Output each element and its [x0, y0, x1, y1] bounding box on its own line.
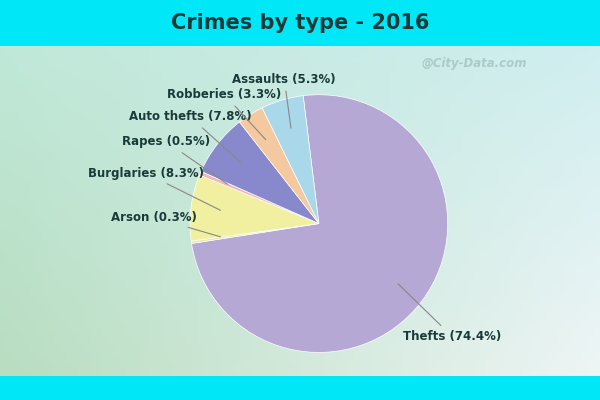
Text: Assaults (5.3%): Assaults (5.3%)	[232, 72, 336, 128]
Text: Crimes by type - 2016: Crimes by type - 2016	[171, 13, 429, 33]
Text: Rapes (0.5%): Rapes (0.5%)	[122, 135, 227, 184]
Text: Auto thefts (7.8%): Auto thefts (7.8%)	[128, 110, 251, 162]
Text: Thefts (74.4%): Thefts (74.4%)	[398, 284, 502, 343]
Wedge shape	[199, 171, 319, 224]
Wedge shape	[191, 95, 448, 352]
Text: Burglaries (8.3%): Burglaries (8.3%)	[88, 167, 220, 210]
Text: Robberies (3.3%): Robberies (3.3%)	[167, 88, 281, 140]
Wedge shape	[191, 224, 319, 244]
Wedge shape	[201, 122, 319, 224]
Wedge shape	[239, 108, 319, 224]
Text: @City-Data.com: @City-Data.com	[421, 58, 527, 70]
Wedge shape	[190, 175, 319, 241]
Wedge shape	[262, 96, 319, 224]
Text: Arson (0.3%): Arson (0.3%)	[111, 211, 221, 237]
